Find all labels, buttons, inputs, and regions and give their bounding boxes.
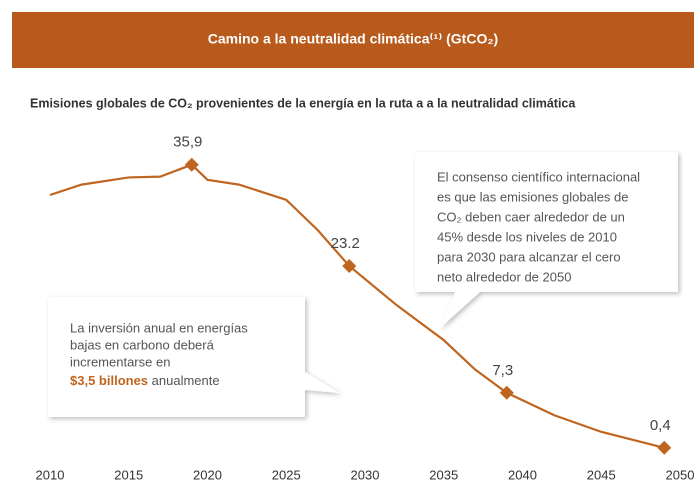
x-tick-label: 2040: [508, 467, 537, 482]
x-tick-label: 2010: [36, 467, 65, 482]
x-tick-label: 2015: [114, 467, 143, 482]
header-bar: [12, 12, 694, 68]
marker: [184, 157, 199, 172]
data-label: 0,4: [650, 417, 671, 434]
annotation-line: para 2030 para alcanzar el cero: [437, 249, 621, 264]
x-tick-label: 2035: [429, 467, 458, 482]
annotation-line: neto alrededor de 2050: [437, 269, 571, 284]
annotation-line: es que las emisiones globales de: [437, 189, 629, 204]
marker: [657, 440, 672, 455]
x-tick-label: 2045: [587, 467, 616, 482]
data-label: 35,9: [173, 134, 202, 151]
annotation-line: 45% desde los niveles de 2010: [437, 229, 617, 244]
annotation-text: anualmente: [148, 373, 220, 388]
annotation-highlight: $3,5 billones: [70, 373, 148, 388]
callout-box: [48, 297, 340, 417]
chart-title: Camino a la neutralidad climática⁽¹⁾ (Gt…: [208, 31, 498, 47]
x-tick-label: 2025: [272, 467, 301, 482]
annotation-line: CO₂ deben caer alrededor de un: [437, 209, 625, 224]
data-label: 23.2: [331, 235, 360, 252]
chart-subtitle: Emisiones globales de CO₂ provenientes d…: [30, 96, 576, 110]
marker: [499, 385, 514, 400]
line: [49, 163, 665, 449]
x-tick-label: 2050: [666, 467, 694, 482]
annotation-line: incrementarse en: [70, 354, 170, 369]
callout-box: [415, 152, 678, 328]
marker: [342, 258, 357, 273]
annotation-line: La inversión anual en energías: [70, 320, 248, 335]
annotation-line: bajas en carbono deberá: [70, 337, 215, 352]
annotation-line: $3,5 billones anualmente: [70, 373, 220, 388]
x-tick-label: 2020: [193, 467, 222, 482]
x-tick-label: 2030: [351, 467, 380, 482]
data-label: 7,3: [492, 362, 513, 379]
annotation-line: El consenso científico internacional: [437, 169, 640, 184]
